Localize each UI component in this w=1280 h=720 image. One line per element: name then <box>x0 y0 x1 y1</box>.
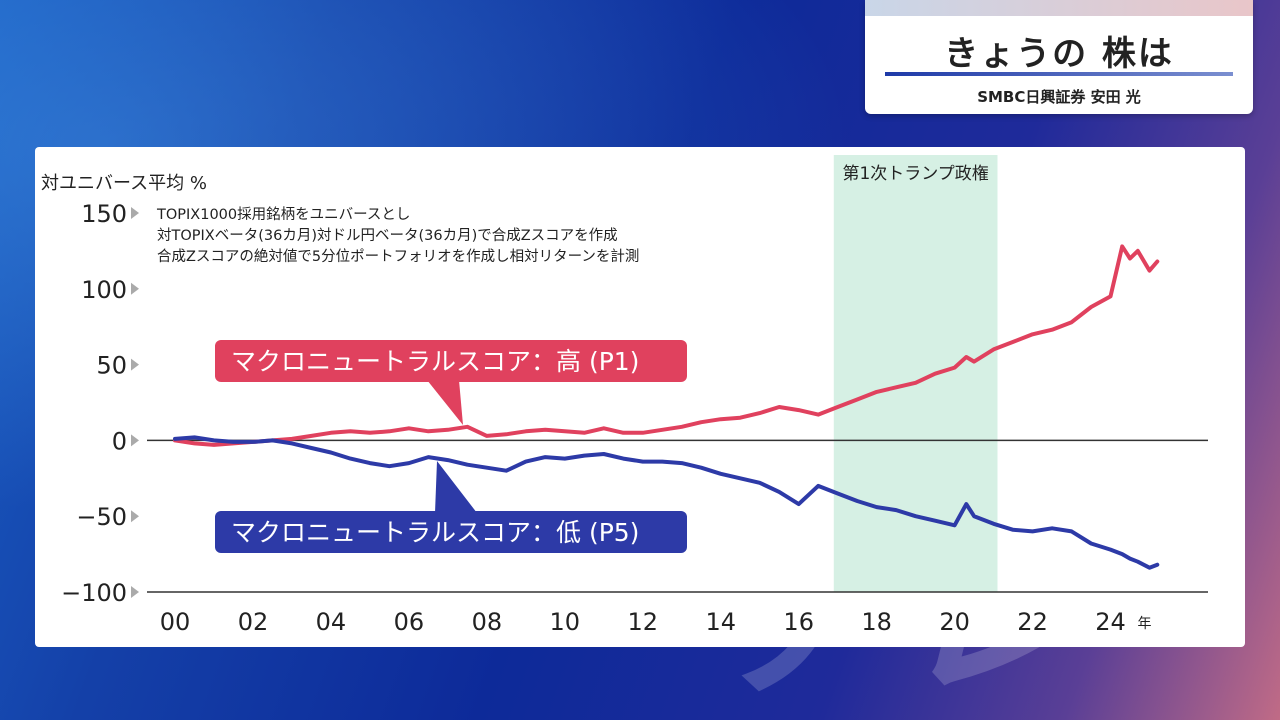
y-axis-label: 対ユニバース平均 % <box>41 173 207 194</box>
series-line-high <box>173 244 1160 447</box>
x-tick-label: 18 <box>861 608 892 636</box>
y-tick-label: 0 <box>112 427 127 455</box>
legend-low-box <box>215 511 687 553</box>
y-tick-label: 150 <box>81 200 127 228</box>
y-tick-label: −50 <box>76 503 127 531</box>
segment-title: きょうの 株は <box>944 34 1174 74</box>
x-tick-label: 02 <box>238 608 269 636</box>
legend-low: マクロニュートラルスコア：低 (P5) <box>215 461 687 553</box>
x-tick-label: 12 <box>628 608 659 636</box>
x-tick-label: 24 <box>1095 608 1126 636</box>
analyst-byline: SMBC日興証券 安田 光 <box>977 88 1141 106</box>
x-tick-label: 04 <box>316 608 347 636</box>
y-tick-arrow <box>131 434 139 447</box>
chart-note: 合成Zスコアの絶対値で5分位ポートフォリオを作成し相対リターンを計測 <box>157 248 639 265</box>
legend-high-box <box>215 340 687 382</box>
x-tick-label: 06 <box>394 608 425 636</box>
x-tick-label: 08 <box>472 608 503 636</box>
y-tick-label: −100 <box>61 579 127 607</box>
y-tick-arrow <box>131 510 139 523</box>
shaded-region-label: 第1次トランプ政権 <box>842 164 988 184</box>
segment-title-box: きょうの 株は SMBC日興証券 安田 光 <box>865 0 1253 114</box>
x-tick-label: 14 <box>705 608 736 636</box>
line-chart: 150 100 50 0 −50 −100 00 02 04 06 08 10 12 14 16 18 20 22… <box>41 155 1208 636</box>
x-tick-label: 20 <box>939 608 970 636</box>
y-tick-arrow <box>131 586 139 598</box>
legend-high-pointer <box>427 380 463 425</box>
chart-note: TOPIX1000採用銘柄をユニバースとし <box>156 206 410 223</box>
y-tick-arrow <box>131 358 139 371</box>
legend-low-pointer <box>435 461 477 513</box>
x-axis-unit: 年 <box>1138 616 1152 632</box>
x-tick-label: 16 <box>783 608 814 636</box>
chart-panel: 150 100 50 0 −50 −100 00 02 04 06 08 10 12 14 16 18 20 22… <box>35 147 1245 647</box>
title-underline <box>885 72 1233 76</box>
y-tick-arrow <box>131 282 139 295</box>
series-line-low <box>173 435 1160 570</box>
trump-term-shading <box>833 155 998 592</box>
legend-high: マクロニュートラルスコア：高 (P1) <box>215 340 687 425</box>
y-tick-label: 50 <box>96 352 127 380</box>
x-tick-label: 00 <box>160 608 191 636</box>
x-tick-label: 10 <box>550 608 581 636</box>
y-tick-arrow <box>131 207 139 219</box>
chart-note: 対TOPIXベータ(36カ月)対ドル円ベータ(36カ月)で合成Zスコアを作成 <box>157 227 618 244</box>
legend-low-text: マクロニュートラルスコア：低 (P5) <box>231 518 639 547</box>
legend-high-text: マクロニュートラルスコア：高 (P1) <box>231 347 639 376</box>
title-top-bar <box>865 0 1253 16</box>
x-tick-label: 22 <box>1017 608 1048 636</box>
y-tick-label: 100 <box>81 276 127 304</box>
